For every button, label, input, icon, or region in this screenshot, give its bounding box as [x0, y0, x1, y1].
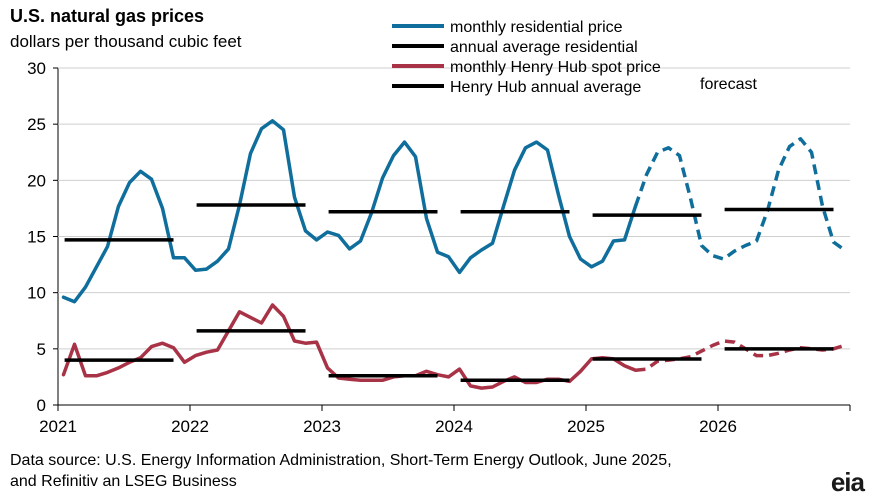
- y-tick-label: 10: [27, 284, 46, 303]
- forecast-label: forecast: [700, 76, 757, 93]
- x-tick-label: 2025: [567, 417, 605, 436]
- source-line-1: Data source: U.S. Energy Information Adm…: [10, 452, 672, 469]
- residential-line: [61, 119, 638, 304]
- eia-logo: eia: [830, 467, 865, 497]
- y-tick-label: 15: [27, 228, 46, 247]
- legend-label: annual average residential: [450, 39, 638, 56]
- x-tick-label: 2022: [171, 417, 209, 436]
- y-tick-label: 0: [37, 396, 46, 415]
- source-line-2: and Refinitiv an LSEG Business: [10, 473, 237, 490]
- legend-label: monthly Henry Hub spot price: [450, 59, 661, 76]
- henry-hub-forecast-line: [635, 339, 846, 372]
- chart-subtitle: dollars per thousand cubic feet: [10, 32, 242, 51]
- x-tick-label: 2024: [435, 417, 473, 436]
- y-tick-label: 30: [27, 59, 46, 78]
- residential-forecast-line: [633, 137, 846, 261]
- y-tick-label: 25: [27, 115, 46, 134]
- y-tick-label: 20: [27, 171, 46, 190]
- legend-label: monthly residential price: [450, 19, 623, 36]
- x-tick-label: 2026: [699, 417, 737, 436]
- y-tick-label: 5: [37, 340, 46, 359]
- x-tick-label: 2023: [303, 417, 341, 436]
- legend: monthly residential price annual average …: [392, 19, 661, 96]
- legend-label: Henry Hub annual average: [450, 79, 641, 96]
- chart-title: U.S. natural gas prices: [10, 6, 205, 26]
- series-group: forecast: [61, 76, 846, 390]
- x-tick-label: 2021: [39, 417, 77, 436]
- data-source: Data source: U.S. Energy Information Adm…: [10, 450, 672, 492]
